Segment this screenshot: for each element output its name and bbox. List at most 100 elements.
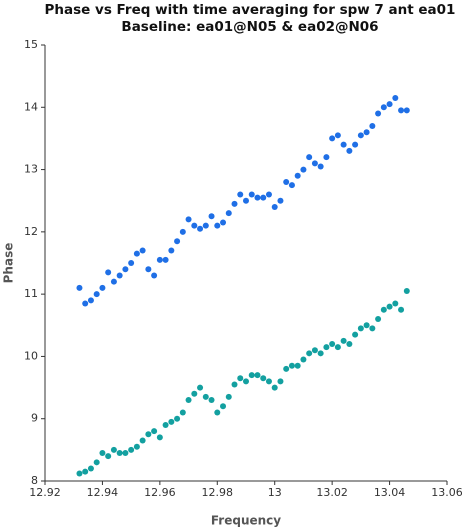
data-point [225,210,232,217]
data-point [122,449,129,456]
data-point [323,154,330,161]
data-point [191,222,198,229]
x-axis-title: Frequency [211,514,281,528]
data-point [380,306,387,313]
y-tick-label: 13 [24,163,38,176]
data-point [386,101,393,108]
y-tick-label: 9 [31,412,38,425]
x-tick-label: 13 [268,486,282,499]
data-point [369,122,376,129]
data-point [128,260,135,266]
data-point [105,269,112,276]
data-point [208,213,215,220]
data-point [403,107,410,114]
data-point [151,428,158,435]
x-tick-label: 12.96 [144,486,176,499]
y-tick-label: 10 [24,349,38,362]
data-point [133,443,140,450]
data-point [357,132,364,139]
x-tick-label: 13.04 [374,486,406,499]
data-point [277,197,284,204]
data-point [116,449,123,456]
data-point [398,306,405,313]
data-point [185,216,192,223]
data-point [87,465,94,472]
data-point [300,356,307,363]
y-tick-label: 12 [24,225,38,238]
data-point [288,362,295,369]
data-point [386,303,393,310]
data-point [220,219,227,226]
data-point [260,194,267,201]
data-point [265,191,272,198]
data-point [306,154,313,161]
data-point [99,284,106,291]
data-point [380,104,387,111]
y-tick-label: 15 [24,38,38,51]
data-point [197,384,204,391]
data-point [248,372,255,379]
data-point [87,297,94,304]
data-point [271,203,278,210]
data-point [352,141,359,148]
data-point [76,284,83,291]
data-point [145,431,152,438]
data-point [329,340,336,347]
data-point [99,449,106,456]
data-point [76,470,83,477]
data-point [375,110,382,117]
data-point [352,331,359,338]
chart-title: Phase vs Freq with time averaging for sp… [45,2,456,18]
data-point [311,160,318,167]
data-point [174,238,181,245]
data-point [306,350,313,357]
data-point [271,384,278,391]
data-point [243,197,249,204]
data-point [139,437,146,444]
y-tick-label: 11 [24,287,38,300]
data-point [179,409,186,416]
data-point [237,375,244,382]
data-point [248,191,255,198]
data-point [288,182,295,189]
data-point [369,325,376,332]
data-point [346,340,353,347]
data-point [179,228,186,235]
data-point [334,132,341,139]
data-point [82,468,89,475]
data-point [197,225,204,232]
data-point [214,409,221,416]
data-point [162,421,169,428]
data-point [168,247,175,254]
data-point [323,344,330,351]
data-point [162,256,169,263]
data-point [346,147,353,154]
data-point [392,94,399,101]
data-point [110,446,117,453]
data-point [317,163,324,170]
data-point [243,378,249,385]
data-point [128,446,135,453]
data-point [105,453,112,460]
data-point [340,141,347,148]
data-point [231,381,238,388]
data-point [168,418,175,425]
data-point [363,129,370,136]
data-point [202,393,209,400]
x-tick-label: 12.98 [202,486,234,499]
data-point [375,316,382,323]
data-point [237,191,244,198]
data-point [93,459,100,466]
x-tick-label: 13.02 [316,486,348,499]
data-point [294,362,301,369]
y-tick-label: 14 [24,100,38,113]
x-tick-label: 13.06 [431,486,462,499]
data-point [133,250,140,257]
data-point [122,266,129,273]
data-point [300,166,307,173]
data-point [340,337,347,344]
data-point [220,403,227,410]
data-point [283,179,290,186]
data-point [208,397,215,404]
